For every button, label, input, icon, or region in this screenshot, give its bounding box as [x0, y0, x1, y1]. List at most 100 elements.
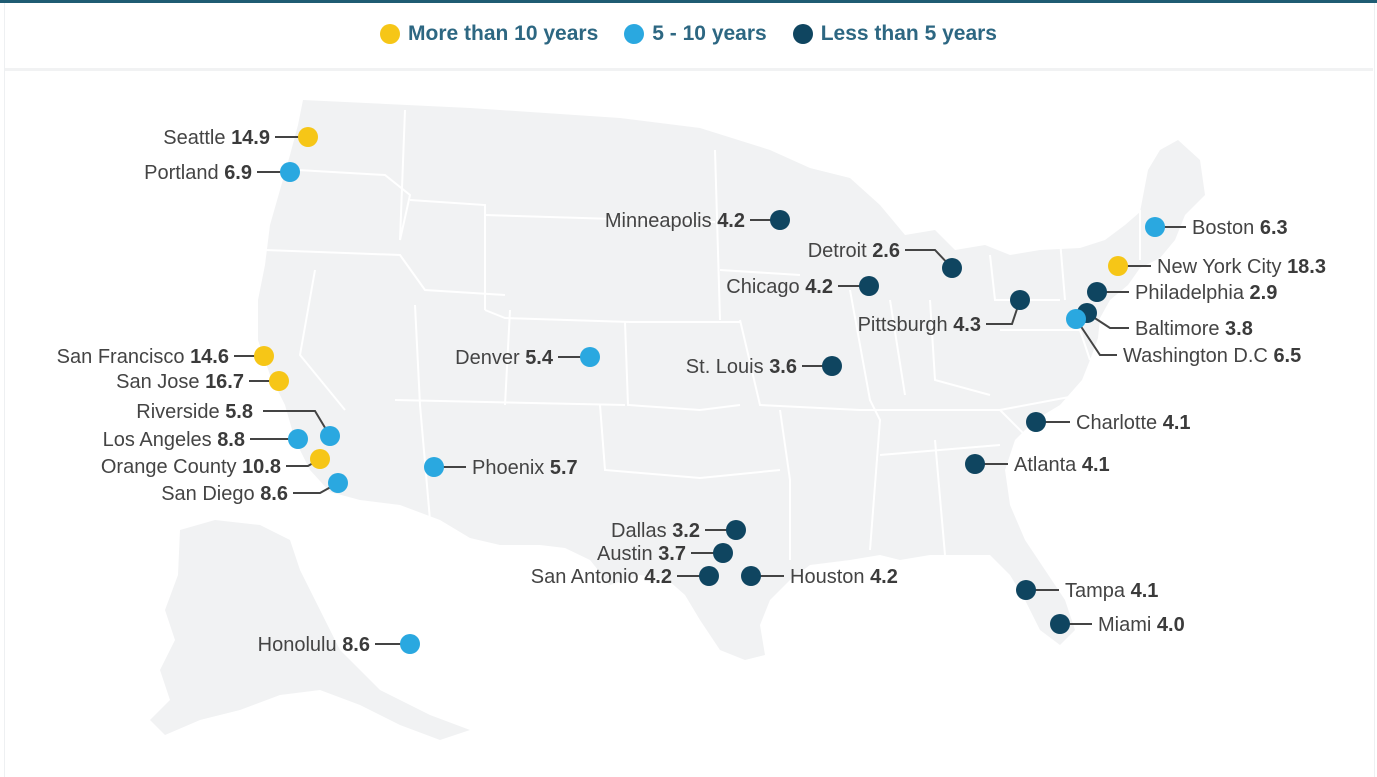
- city-name: San Jose: [116, 371, 205, 393]
- city-label-san-jose: San Jose 16.7: [116, 371, 244, 393]
- city-marker-st-louis[interactable]: [822, 356, 842, 376]
- city-name: Dallas: [611, 520, 672, 542]
- city-marker-new-york-city[interactable]: [1108, 256, 1128, 276]
- city-marker-houston[interactable]: [741, 566, 761, 586]
- city-label-san-diego: San Diego 8.6: [161, 483, 288, 505]
- city-labels: Seattle 14.9 Portland 6.9 San Francisco 14…: [57, 127, 1326, 656]
- city-marker-tampa[interactable]: [1016, 580, 1036, 600]
- city-value: 10.8: [242, 456, 281, 478]
- city-marker-detroit[interactable]: [942, 258, 962, 278]
- city-name: Portland: [144, 162, 224, 184]
- city-value: 8.6: [260, 483, 288, 505]
- city-value: 4.2: [805, 276, 833, 298]
- city-marker-riverside[interactable]: [320, 426, 340, 446]
- state-border: [779, 409, 791, 560]
- city-marker-san-jose[interactable]: [269, 371, 289, 391]
- city-marker-atlanta[interactable]: [965, 454, 985, 474]
- right-border: [1374, 3, 1375, 777]
- city-label-minneapolis: Minneapolis 4.2: [605, 210, 745, 232]
- city-label-portland: Portland 6.9: [144, 162, 252, 184]
- city-marker-denver[interactable]: [580, 347, 600, 367]
- city-marker-austin[interactable]: [713, 543, 733, 563]
- city-marker-san-francisco[interactable]: [254, 346, 274, 366]
- city-name: New York City: [1157, 256, 1287, 278]
- city-name: Los Angeles: [103, 429, 218, 451]
- city-marker-minneapolis[interactable]: [770, 210, 790, 230]
- city-name: Baltimore: [1135, 318, 1225, 340]
- contiguous-us-shape: [258, 100, 1205, 660]
- state-border: [879, 444, 1001, 456]
- state-border: [504, 309, 511, 406]
- city-name: Pittsburgh: [858, 314, 954, 336]
- legend-dot-less-than-5: [792, 24, 813, 44]
- city-name: Phoenix: [472, 457, 550, 479]
- city-name: Philadelphia: [1135, 282, 1250, 304]
- city-value: 14.6: [190, 346, 229, 368]
- city-label-austin: Austin 3.7: [597, 543, 686, 565]
- city-label-miami: Miami 4.0: [1098, 614, 1185, 636]
- legend-dot-5-10: [624, 24, 645, 44]
- city-marker-los-angeles[interactable]: [288, 429, 308, 449]
- city-label-tampa: Tampa 4.1: [1065, 580, 1158, 602]
- top-border: [0, 0, 1377, 3]
- city-marker-dallas[interactable]: [726, 520, 746, 540]
- city-name: Atlanta: [1014, 454, 1082, 476]
- city-marker-pittsburgh[interactable]: [1010, 290, 1030, 310]
- city-value: 2.9: [1250, 282, 1278, 304]
- state-border: [399, 109, 406, 241]
- city-label-honolulu: Honolulu 8.6: [258, 634, 370, 656]
- city-value: 16.7: [205, 371, 244, 393]
- city-value: 6.3: [1260, 217, 1288, 239]
- city-marker-seattle[interactable]: [298, 127, 318, 147]
- legend-item-more-than-10[interactable]: More than 10 years: [380, 22, 598, 46]
- city-marker-boston[interactable]: [1145, 217, 1165, 237]
- city-marker-phoenix[interactable]: [424, 457, 444, 477]
- legend-item-5-10[interactable]: 5 - 10 years: [624, 22, 767, 46]
- city-name: Orange County: [101, 456, 242, 478]
- city-marker-chicago[interactable]: [859, 276, 879, 296]
- city-value: 2.6: [872, 240, 900, 262]
- city-value: 4.2: [717, 210, 745, 232]
- city-label-baltimore: Baltimore 3.8: [1135, 318, 1253, 340]
- state-border: [929, 299, 991, 396]
- city-value: 18.3: [1287, 256, 1326, 278]
- city-name: San Antonio: [531, 566, 644, 588]
- city-marker-san-antonio[interactable]: [699, 566, 719, 586]
- city-name: Riverside: [136, 401, 225, 423]
- city-marker-washington-d-c[interactable]: [1066, 309, 1086, 329]
- state-border: [624, 321, 741, 412]
- state-border: [1000, 329, 1091, 361]
- city-label-san-antonio: San Antonio 4.2: [531, 566, 672, 588]
- city-marker-portland[interactable]: [280, 162, 300, 182]
- state-border: [889, 299, 906, 396]
- city-label-charlotte: Charlotte 4.1: [1076, 412, 1191, 434]
- city-marker-san-diego[interactable]: [328, 473, 348, 493]
- state-border: [999, 409, 1042, 481]
- city-label-riverside: Riverside 5.8: [136, 401, 253, 423]
- city-label-washington-d-c: Washington D.C 6.5: [1123, 345, 1301, 367]
- city-name: San Diego: [161, 483, 260, 505]
- state-border: [297, 169, 412, 241]
- city-name: Boston: [1192, 217, 1260, 239]
- city-value: 4.2: [644, 566, 672, 588]
- city-marker-charlotte[interactable]: [1026, 412, 1046, 432]
- city-value: 14.9: [231, 127, 270, 149]
- state-border: [298, 269, 346, 411]
- city-value: 4.1: [1163, 412, 1191, 434]
- city-value: 5.8: [225, 401, 253, 423]
- city-marker-philadelphia[interactable]: [1087, 282, 1107, 302]
- alaska-shape: [150, 520, 470, 740]
- city-value: 4.1: [1131, 580, 1159, 602]
- city-marker-honolulu[interactable]: [400, 634, 420, 654]
- state-border: [934, 439, 946, 556]
- state-border: [1059, 239, 1066, 301]
- city-value: 4.2: [870, 566, 898, 588]
- city-marker-orange-county[interactable]: [310, 449, 330, 469]
- state-border: [484, 214, 716, 223]
- legend-item-less-than-5[interactable]: Less than 5 years: [792, 22, 997, 46]
- city-label-denver: Denver 5.4: [455, 347, 554, 369]
- city-marker-miami[interactable]: [1050, 614, 1070, 634]
- state-border: [599, 404, 781, 480]
